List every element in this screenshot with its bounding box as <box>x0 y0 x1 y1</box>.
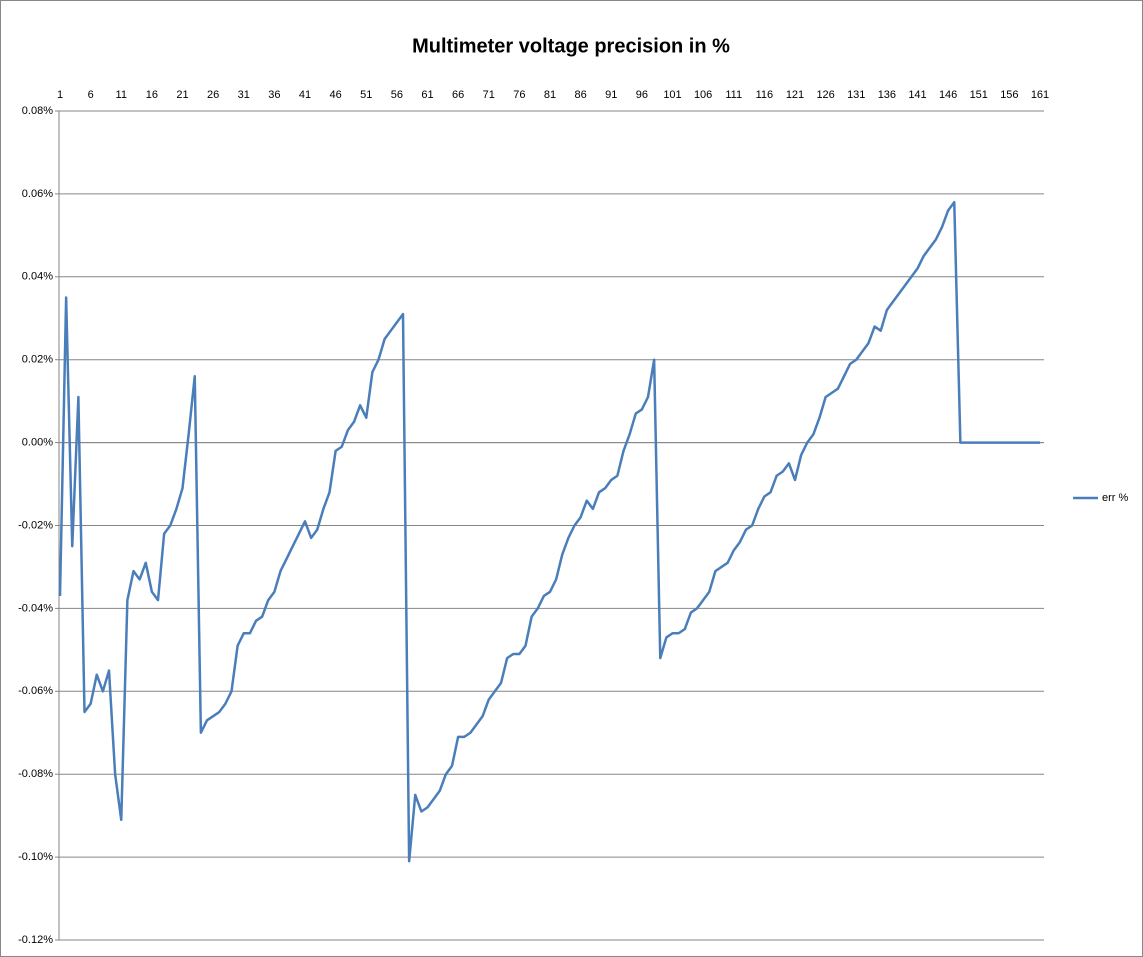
x-tick-label: 66 <box>452 89 464 101</box>
x-tick-label: 116 <box>756 89 774 101</box>
chart-title: Multimeter voltage precision in % <box>412 35 730 57</box>
x-tick-label: 126 <box>816 89 834 101</box>
x-tick-label: 21 <box>176 89 188 101</box>
x-tick-label: 51 <box>360 89 372 101</box>
legend-label: err % <box>1102 492 1129 504</box>
x-tick-label: 156 <box>1000 89 1018 101</box>
y-tick-label: -0.06% <box>18 685 53 697</box>
y-tick-label: 0.02% <box>22 354 53 366</box>
x-tick-label: 96 <box>636 89 648 101</box>
y-tick-label: -0.02% <box>18 519 53 531</box>
y-tick-label: -0.04% <box>18 602 53 614</box>
x-tick-label: 121 <box>786 89 804 101</box>
x-tick-label: 146 <box>939 89 957 101</box>
x-tick-label: 131 <box>847 89 865 101</box>
x-tick-label: 31 <box>238 89 250 101</box>
x-tick-label: 71 <box>483 89 495 101</box>
y-tick-label: -0.12% <box>18 934 53 946</box>
y-tick-label: 0.04% <box>22 271 53 283</box>
x-tick-label: 141 <box>908 89 926 101</box>
x-tick-label: 16 <box>146 89 158 101</box>
x-tick-label: 6 <box>88 89 94 101</box>
x-tick-label: 56 <box>391 89 403 101</box>
x-tick-label: 136 <box>878 89 896 101</box>
x-tick-label: 11 <box>116 89 127 101</box>
data-line <box>58 200 1040 863</box>
x-tick-label: 41 <box>299 89 311 101</box>
x-tick-label: 76 <box>513 89 525 101</box>
y-tick-label: -0.10% <box>18 851 53 863</box>
y-tick-label: 0.08% <box>22 105 53 117</box>
x-tick-label: 1 <box>57 89 63 101</box>
x-tick-label: 111 <box>725 89 742 101</box>
y-tick-label: 0.06% <box>22 188 53 200</box>
x-tick-label: 106 <box>694 89 712 101</box>
x-tick-label: 91 <box>605 89 617 101</box>
x-tick-label: 46 <box>330 89 342 101</box>
x-tick-label: 36 <box>268 89 280 101</box>
x-tick-label: 26 <box>207 89 219 101</box>
x-tick-label: 61 <box>421 89 433 101</box>
x-tick-label: 101 <box>663 89 681 101</box>
x-tick-label: 81 <box>544 89 556 101</box>
y-tick-label: -0.08% <box>18 768 53 780</box>
x-tick-label: 161 <box>1031 89 1049 101</box>
y-tick-label: 0.00% <box>22 437 53 449</box>
x-tick-label: 151 <box>970 89 988 101</box>
x-tick-label: 86 <box>575 89 587 101</box>
